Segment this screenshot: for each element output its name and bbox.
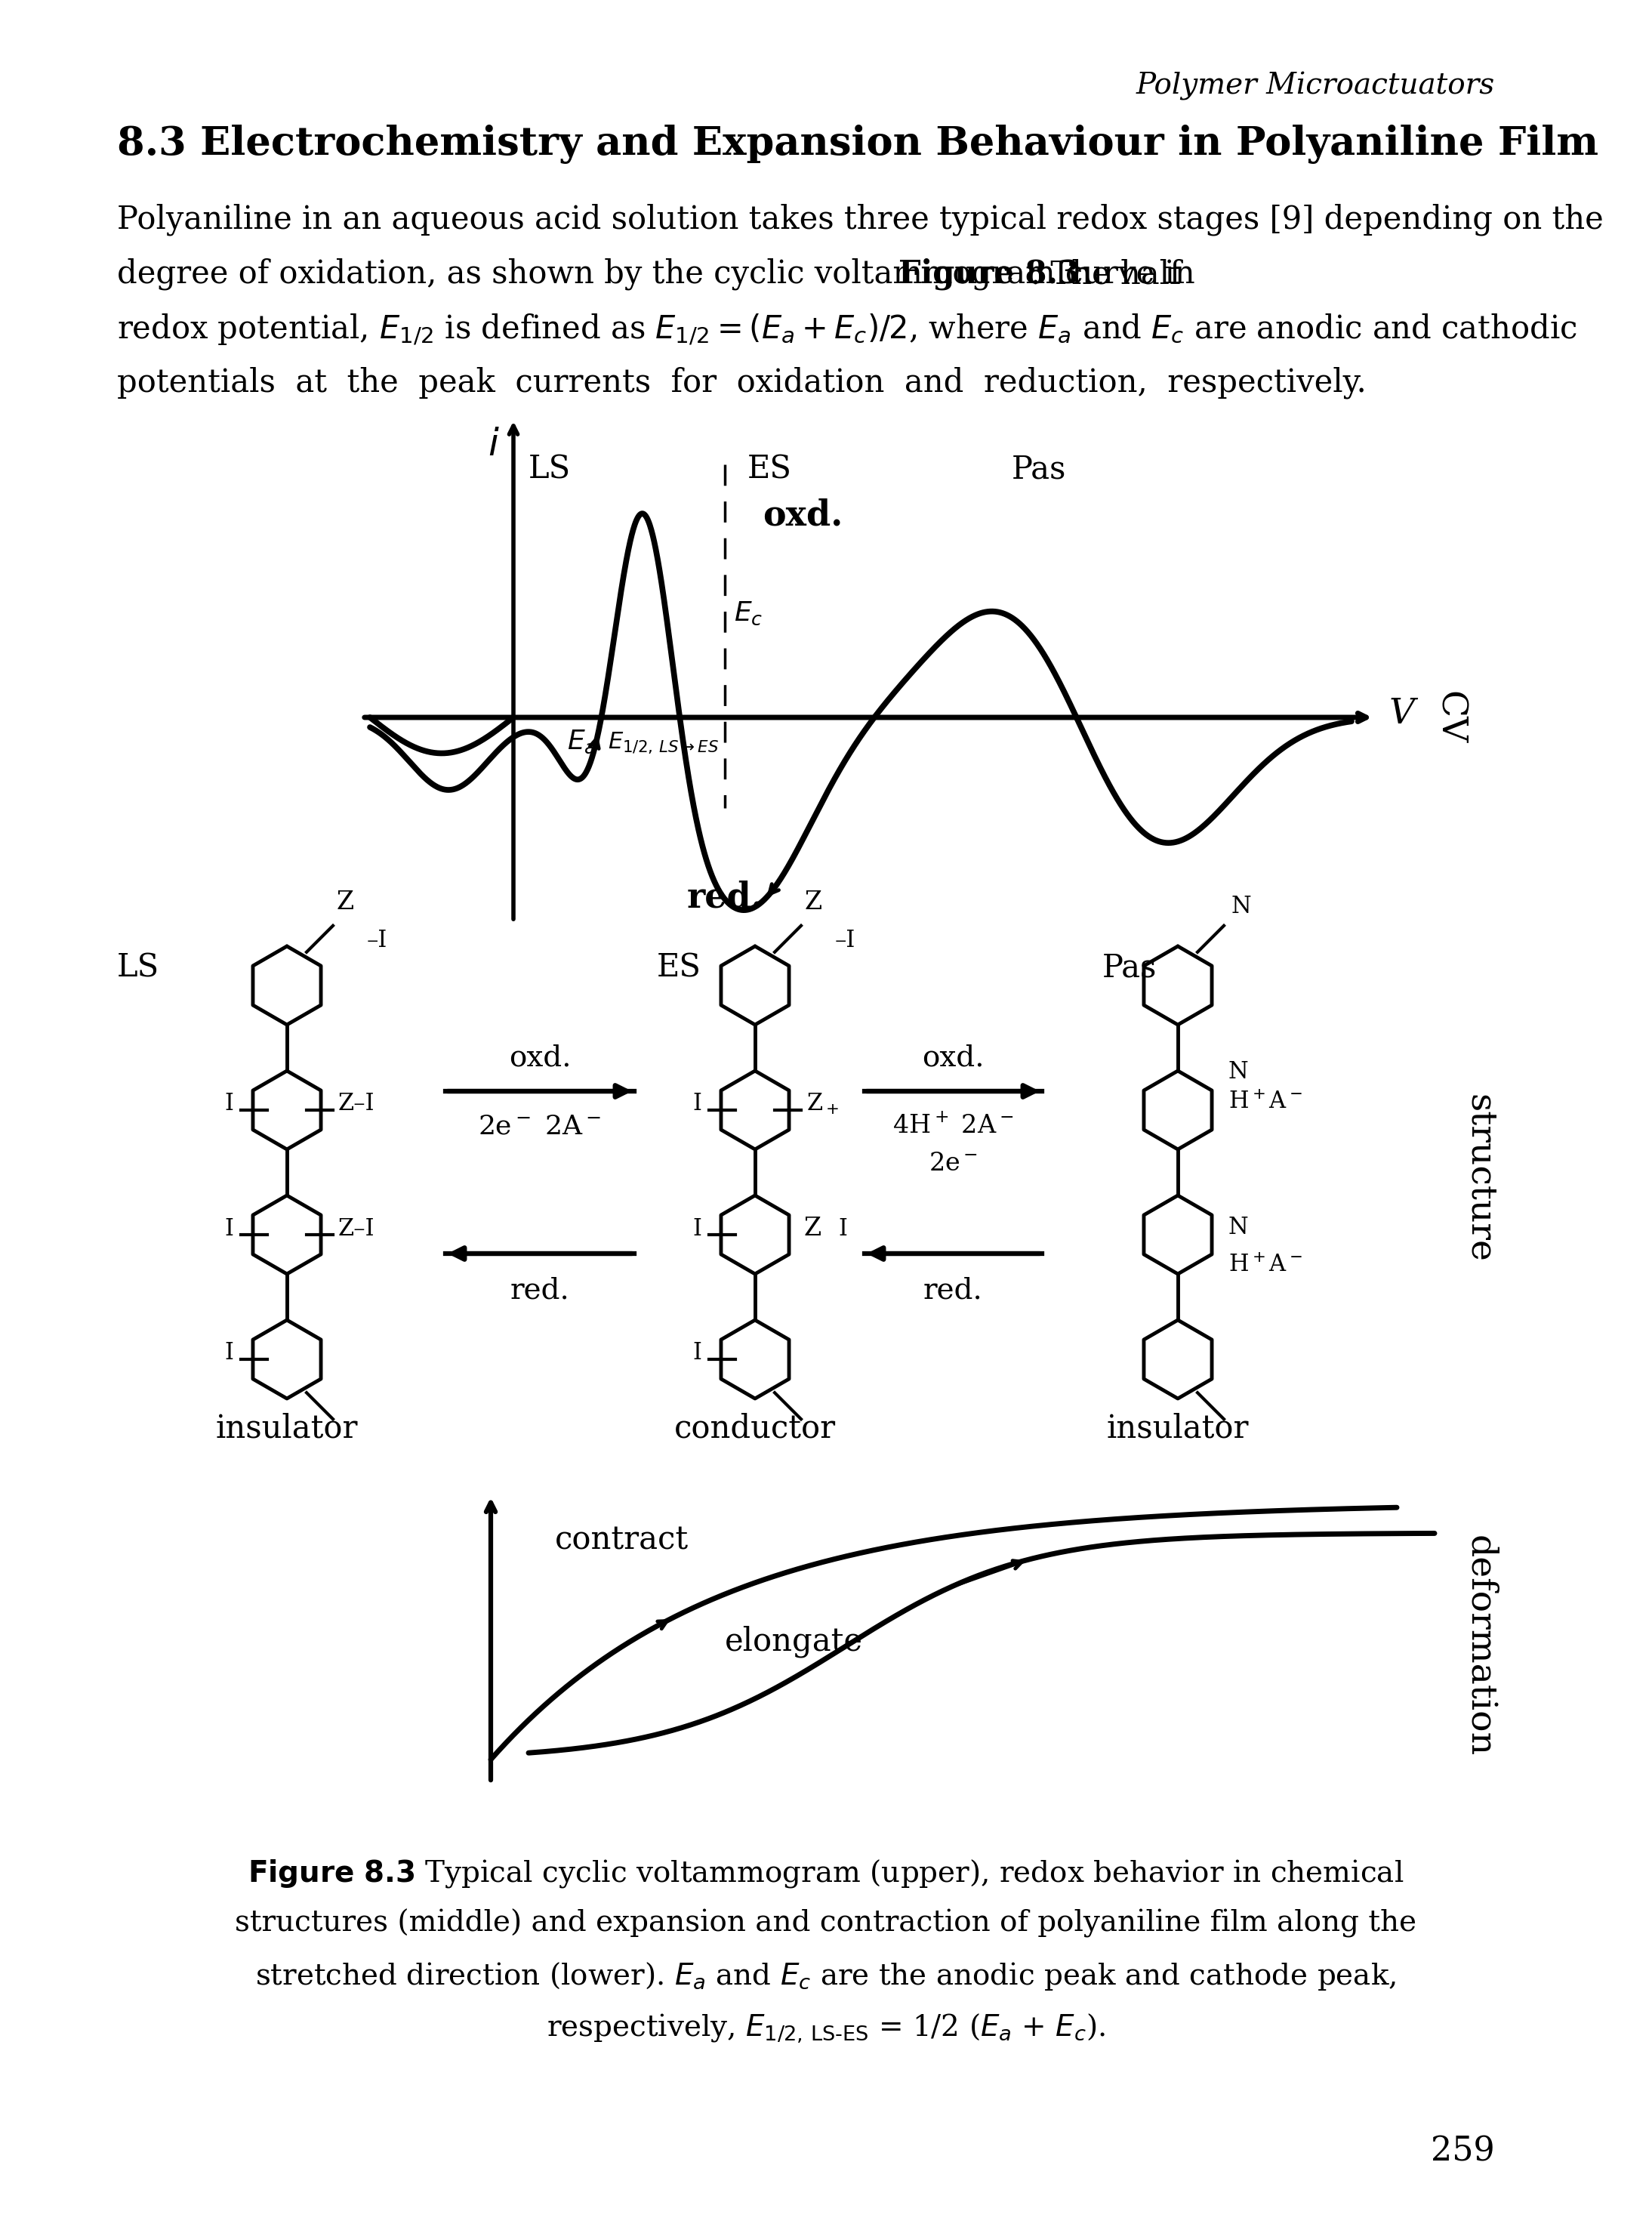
Text: $\bf{Figure\ 8.3}$ Typical cyclic voltammogram (upper), redox behavior in chemic: $\bf{Figure\ 8.3}$ Typical cyclic voltam… [248, 1858, 1404, 1889]
Text: red.: red. [923, 1276, 983, 1305]
Text: Z–I: Z–I [339, 1093, 375, 1115]
Text: Z: Z [805, 890, 823, 914]
Text: 2e$^-$: 2e$^-$ [928, 1151, 978, 1175]
Text: Pas: Pas [1102, 952, 1156, 983]
Text: I: I [225, 1342, 233, 1365]
Text: . The half: . The half [1031, 259, 1181, 290]
Text: oxd.: oxd. [922, 1044, 985, 1073]
Text: structures (middle) and expansion and contraction of polyaniline film along the: structures (middle) and expansion and co… [235, 1909, 1417, 1938]
Text: –I: –I [834, 930, 856, 952]
Text: I: I [838, 1218, 847, 1240]
Text: H$^+$A$^-$: H$^+$A$^-$ [1229, 1090, 1302, 1115]
Text: Z$_+$: Z$_+$ [806, 1093, 839, 1117]
Text: V: V [1389, 696, 1416, 731]
Text: respectively, $E_{1/2,\,\mathrm{LS\text{-}ES}}$ = 1/2 ($E_a$ + $E_c$).: respectively, $E_{1/2,\,\mathrm{LS\text{… [547, 2011, 1105, 2045]
Text: Z–I: Z–I [339, 1218, 375, 1240]
Text: $E_a$: $E_a$ [567, 729, 596, 756]
Text: 4H$^+$ 2A$^-$: 4H$^+$ 2A$^-$ [892, 1113, 1013, 1140]
Text: oxd.: oxd. [509, 1044, 572, 1073]
Text: 259: 259 [1431, 2134, 1495, 2168]
Text: stretched direction (lower). $E_a$ and $E_c$ are the anodic peak and cathode pea: stretched direction (lower). $E_a$ and $… [256, 1960, 1396, 1991]
Text: N: N [1229, 1061, 1249, 1084]
Text: oxd.: oxd. [763, 500, 843, 533]
Text: CV: CV [1432, 691, 1467, 745]
Text: I: I [692, 1342, 702, 1365]
Text: I: I [225, 1218, 233, 1240]
Text: I: I [692, 1218, 702, 1240]
Text: structure: structure [1462, 1095, 1497, 1262]
Text: N: N [1229, 1215, 1249, 1240]
Text: LS: LS [529, 453, 572, 484]
Text: 2e$^-$ 2A$^-$: 2e$^-$ 2A$^-$ [479, 1113, 601, 1140]
Text: H$^+$A$^-$: H$^+$A$^-$ [1229, 1253, 1302, 1276]
Text: degree of oxidation, as shown by the cyclic voltammogram curve in: degree of oxidation, as shown by the cyc… [117, 259, 1204, 290]
Text: conductor: conductor [674, 1412, 836, 1443]
Text: I: I [692, 1093, 702, 1115]
Text: deformation: deformation [1462, 1536, 1497, 1757]
Text: I: I [225, 1093, 233, 1115]
Text: Pas: Pas [1011, 453, 1067, 484]
Text: Polymer Microactuators: Polymer Microactuators [1137, 71, 1495, 100]
Text: red.: red. [687, 881, 763, 914]
Text: redox potential, $E_{1/2}$ is defined as $E_{1/2} = (E_a + E_c)/2$, where $E_a$ : redox potential, $E_{1/2}$ is defined as… [117, 312, 1578, 348]
Text: N: N [1231, 894, 1252, 919]
Text: elongate: elongate [725, 1626, 862, 1657]
Text: 8.3 Electrochemistry and Expansion Behaviour in Polyaniline Film: 8.3 Electrochemistry and Expansion Behav… [117, 125, 1599, 163]
Text: Z: Z [337, 890, 354, 914]
Text: contract: contract [555, 1523, 689, 1557]
Text: insulator: insulator [1107, 1412, 1249, 1443]
Text: Figure 8.3: Figure 8.3 [899, 259, 1079, 290]
Text: insulator: insulator [216, 1412, 358, 1443]
Text: –I: –I [367, 930, 388, 952]
Text: ES: ES [747, 453, 791, 484]
Text: red.: red. [510, 1276, 570, 1305]
Text: $i$: $i$ [487, 426, 501, 464]
Text: $E_c$: $E_c$ [733, 600, 763, 627]
Text: ES: ES [657, 952, 702, 983]
Text: $E_{1/2,\,LS\leftrightarrow ES}$: $E_{1/2,\,LS\leftrightarrow ES}$ [608, 731, 719, 756]
Text: potentials  at  the  peak  currents  for  oxidation  and  reduction,  respective: potentials at the peak currents for oxid… [117, 368, 1366, 399]
Text: LS: LS [117, 952, 159, 983]
Text: Polyaniline in an aqueous acid solution takes three typical redox stages [9] dep: Polyaniline in an aqueous acid solution … [117, 203, 1604, 236]
Text: Z: Z [805, 1218, 821, 1240]
